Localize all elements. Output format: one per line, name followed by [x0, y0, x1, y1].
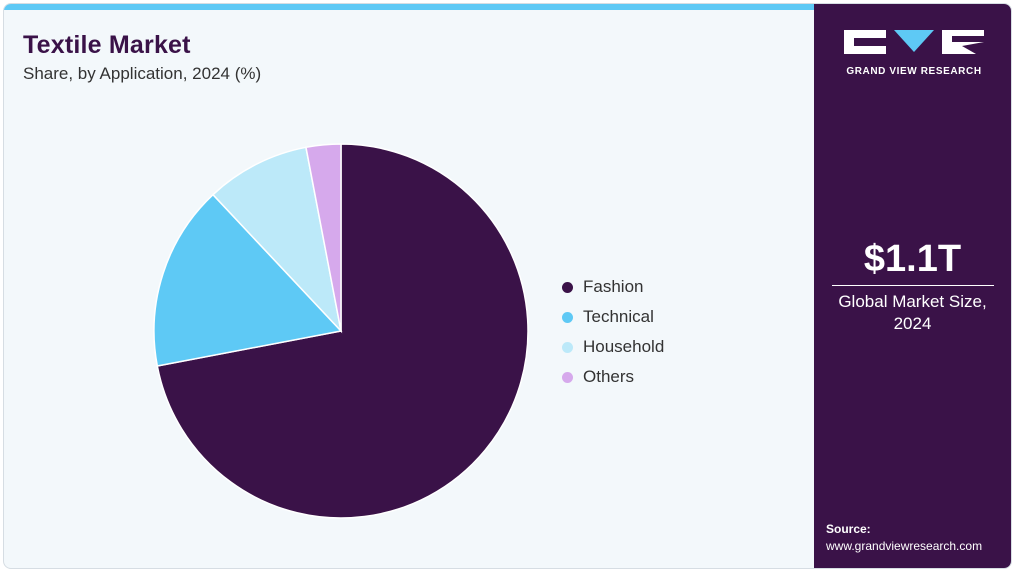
legend-swatch — [562, 371, 573, 383]
brand-name: GRAND VIEW RESEARCH — [846, 66, 982, 77]
legend-swatch — [562, 281, 573, 293]
legend-item-household: Household — [562, 332, 664, 362]
pie-slice-others — [305, 143, 342, 332]
legend-swatch — [562, 311, 573, 323]
legend-label: Fashion — [583, 277, 644, 296]
legend-item-fashion: Fashion — [562, 272, 664, 302]
brand-logo: GRAND VIEW RESEARCH — [844, 28, 984, 77]
pie-slice-technical — [153, 193, 343, 367]
legend-label: Household — [583, 337, 665, 356]
chart-legend: Fashion Technical Household Others — [562, 272, 664, 392]
pie-slice-fashion — [156, 143, 529, 519]
gvr-logo-icon — [844, 30, 984, 54]
divider — [832, 285, 994, 286]
source-link[interactable]: www.grandviewresearch.com — [826, 539, 983, 553]
chart-card: Textile Market Share, by Application, 20… — [3, 3, 1012, 569]
legend-label: Technical — [583, 307, 654, 326]
chart-title: Textile Market — [23, 31, 191, 59]
legend-label: Others — [583, 367, 635, 386]
sidebar-panel: GRAND VIEW RESEARCH $1.1T Global Market … — [814, 4, 1011, 568]
pie-chart — [153, 143, 529, 519]
legend-item-others: Others — [562, 362, 664, 392]
market-size-label: Global Market Size, 2024 — [838, 292, 987, 333]
source-label: Source: — [826, 522, 871, 536]
pie-slice-household — [211, 146, 343, 334]
chart-subtitle: Share, by Application, 2024 (%) — [23, 64, 262, 83]
legend-swatch — [562, 341, 573, 353]
legend-item-technical: Technical — [562, 302, 664, 332]
market-size-value: $1.1T — [863, 238, 962, 280]
accent-bar — [4, 4, 814, 10]
